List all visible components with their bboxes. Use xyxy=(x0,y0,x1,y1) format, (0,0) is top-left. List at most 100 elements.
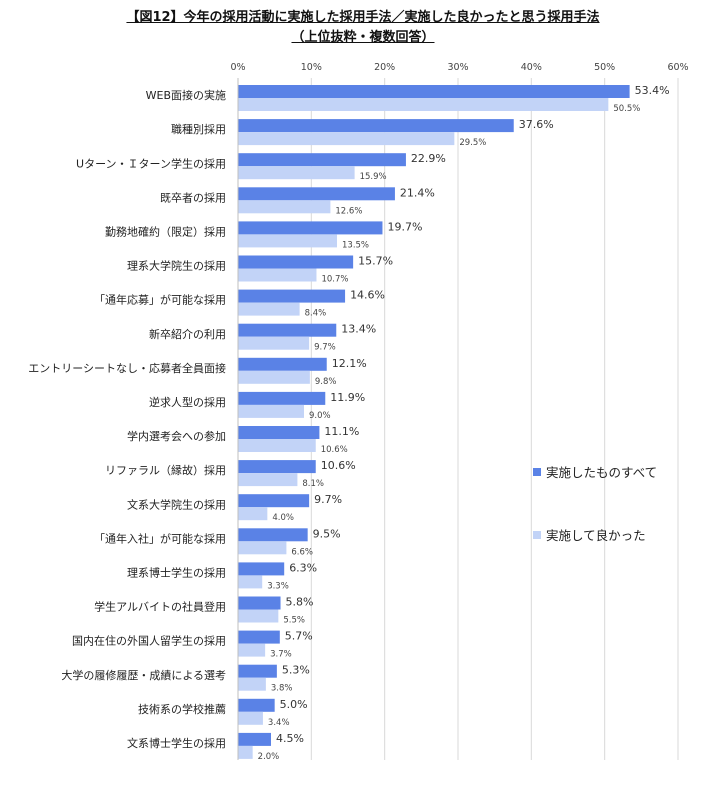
category-label: Uターン・Ｉターン学生の採用 xyxy=(76,156,226,170)
data-label-series2: 10.6% xyxy=(321,445,348,455)
category-label: 学内選考会への参加 xyxy=(127,429,226,443)
legend-label-series1: 実施したものすべて xyxy=(546,465,658,480)
data-label-series2: 10.7% xyxy=(321,275,348,285)
bar-series1 xyxy=(238,562,285,576)
data-label-series2: 12.6% xyxy=(335,206,362,216)
data-label-series2: 2.0% xyxy=(258,752,280,762)
data-label-series2: 8.1% xyxy=(302,479,324,489)
category-label: 国内在住の外国人留学生の採用 xyxy=(72,634,226,648)
data-label-series1: 19.7% xyxy=(387,220,422,233)
bar-series1 xyxy=(238,596,281,610)
data-label-series1: 37.6% xyxy=(519,118,554,131)
category-label: 文系大学院生の採用 xyxy=(127,497,226,511)
data-label-series2: 29.5% xyxy=(459,138,486,148)
data-label-series1: 5.3% xyxy=(282,664,310,677)
bar-series1 xyxy=(238,85,630,98)
legend-swatch-series2 xyxy=(533,530,541,539)
category-label: 既卒者の採用 xyxy=(160,190,226,204)
x-tick-label: 20% xyxy=(374,62,395,73)
data-label-series2: 4.0% xyxy=(272,513,294,523)
chart-title-line2: （上位抜粋・複数回答） xyxy=(291,30,435,45)
x-tick-label: 10% xyxy=(301,62,322,73)
category-label: WEB面接の実施 xyxy=(146,88,226,102)
data-label-series1: 15.7% xyxy=(358,255,393,268)
bar-series2 xyxy=(238,132,455,146)
category-label: 大学の履修履歴・成績による選考 xyxy=(61,668,226,682)
data-label-series2: 13.5% xyxy=(342,240,369,250)
data-label-series2: 15.9% xyxy=(360,172,387,182)
data-label-series2: 3.4% xyxy=(268,718,290,728)
bar-series2 xyxy=(238,98,609,111)
category-label: 技術系の学校推薦 xyxy=(138,702,226,716)
bar-series2 xyxy=(238,541,287,555)
bar-series1 xyxy=(238,391,326,405)
data-label-series1: 21.4% xyxy=(400,186,435,199)
bar-series1 xyxy=(238,289,346,303)
bar-series2 xyxy=(238,507,268,521)
bar-series2 xyxy=(238,404,304,418)
data-label-series1: 5.7% xyxy=(285,630,313,643)
data-label-series1: 9.7% xyxy=(314,493,342,506)
data-label-series2: 3.8% xyxy=(271,684,293,694)
data-label-series2: 9.0% xyxy=(309,411,331,421)
data-label-series2: 3.7% xyxy=(270,650,292,660)
data-label-series1: 12.1% xyxy=(332,357,367,370)
data-label-series2: 5.5% xyxy=(283,616,305,626)
data-label-series2: 3.3% xyxy=(267,581,289,591)
category-label: エントリーシートなし・応募者全員面接 xyxy=(28,361,226,375)
x-tick-label: 0% xyxy=(230,62,245,73)
data-label-series1: 22.9% xyxy=(411,152,446,165)
category-label: 新卒紹介の利用 xyxy=(149,327,226,341)
category-label: 「通年応募」が可能な採用 xyxy=(94,293,226,307)
bar-series1 xyxy=(238,426,320,439)
bar-series1 xyxy=(238,630,280,644)
bar-series1 xyxy=(238,732,271,746)
data-label-series2: 6.6% xyxy=(291,547,313,557)
x-tick-label: 60% xyxy=(667,62,688,73)
data-label-series1: 53.4% xyxy=(635,84,670,97)
bar-series2 xyxy=(238,302,300,316)
bar-series1 xyxy=(238,664,277,678)
data-label-series2: 9.8% xyxy=(315,377,337,387)
bar-series2 xyxy=(238,643,266,657)
legend-item-series1: 実施したものすべて xyxy=(533,462,657,481)
category-label: 「通年入社」が可能な採用 xyxy=(94,531,226,545)
data-label-series1: 14.6% xyxy=(350,289,385,302)
x-tick-label: 30% xyxy=(447,62,468,73)
data-label-series1: 11.9% xyxy=(330,391,365,404)
bar-series2 xyxy=(238,575,263,589)
bar-series2 xyxy=(238,268,317,282)
legend-label-series2: 実施して良かった xyxy=(546,528,646,543)
category-label: 文系博士学生の採用 xyxy=(127,736,226,750)
category-label: 逆求人型の採用 xyxy=(149,395,226,409)
data-label-series1: 11.1% xyxy=(324,425,359,438)
bar-series1 xyxy=(238,357,327,371)
bar-series2 xyxy=(238,745,253,759)
x-tick-label: 40% xyxy=(521,62,542,73)
bar-series2 xyxy=(238,677,266,691)
data-label-series1: 13.4% xyxy=(341,323,376,336)
chart-title-line1: 【図12】今年の採用活動に実施した採用手法／実施した良かったと思う採用手法 xyxy=(126,10,600,25)
category-label: 理系博士学生の採用 xyxy=(127,565,226,579)
bar-series2 xyxy=(238,439,316,452)
data-label-series1: 5.0% xyxy=(280,698,308,711)
bar-series2 xyxy=(238,336,310,350)
category-label: 職種別採用 xyxy=(171,122,226,136)
category-label: 勤務地確約（限定）採用 xyxy=(105,224,226,238)
data-label-series2: 50.5% xyxy=(613,104,640,114)
bar-series2 xyxy=(238,200,331,214)
legend-item-series2: 実施して良かった xyxy=(533,525,646,544)
bar-series1 xyxy=(238,153,406,167)
data-label-series2: 9.7% xyxy=(314,343,336,353)
category-label: 理系大学院生の採用 xyxy=(127,259,226,273)
data-label-series1: 9.5% xyxy=(313,527,341,540)
x-tick-label: 50% xyxy=(594,62,615,73)
data-label-series1: 4.5% xyxy=(276,732,304,745)
bar-series1 xyxy=(238,221,383,235)
bar-series1 xyxy=(238,323,337,337)
data-label-series2: 8.4% xyxy=(305,309,327,319)
category-label: リファラル（縁故）採用 xyxy=(105,463,226,477)
bar-series2 xyxy=(238,370,310,384)
bar-series1 xyxy=(238,494,310,508)
